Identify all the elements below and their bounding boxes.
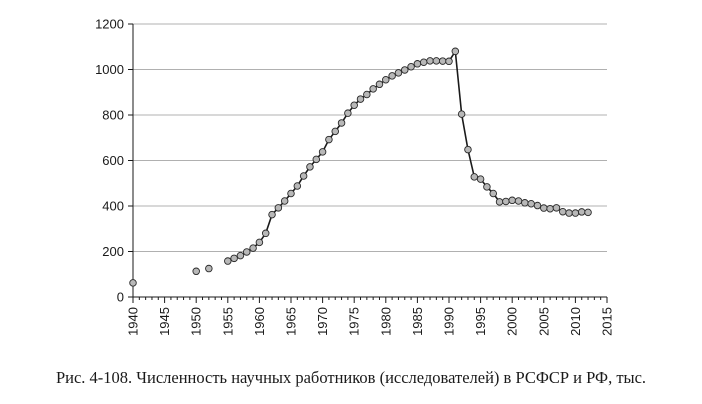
data-point-1957 <box>236 251 245 260</box>
data-point-1971 <box>325 135 333 144</box>
data-point-1940 <box>129 279 137 287</box>
y-tick-label-200: 200 <box>102 244 124 259</box>
data-point-2003 <box>527 199 535 208</box>
data-point-2010 <box>571 209 580 217</box>
data-point-2002 <box>521 199 529 207</box>
data-point-1967 <box>299 172 308 180</box>
data-point-1961 <box>261 229 270 238</box>
data-point-2007 <box>552 204 561 212</box>
data-point-1993 <box>464 145 472 154</box>
data-point-1988 <box>432 57 441 65</box>
data-point-1959 <box>249 244 257 252</box>
data-point-1972 <box>331 127 339 136</box>
y-tick-label-600: 600 <box>102 153 124 168</box>
figure-caption: Рис. 4-108. Численность научных работник… <box>55 368 647 387</box>
data-point-1950 <box>192 267 200 276</box>
data-point-1984 <box>407 63 415 71</box>
data-point-1981 <box>388 72 396 80</box>
x-tick-label-1955: 1955 <box>220 307 235 336</box>
data-point-1991 <box>451 47 460 56</box>
data-point-1958 <box>243 248 251 256</box>
data-point-1987 <box>426 57 434 65</box>
data-point-2009 <box>565 209 573 217</box>
y-tick-label-800: 800 <box>102 108 124 123</box>
x-tick-label-1950: 1950 <box>189 307 204 336</box>
data-point-1968 <box>306 163 314 171</box>
data-point-1999 <box>502 197 510 206</box>
data-point-1965 <box>287 189 295 198</box>
x-tick-label-1980: 1980 <box>378 307 393 336</box>
gridlines <box>133 23 607 252</box>
data-point-1973 <box>337 119 346 127</box>
data-point-1983 <box>401 66 409 74</box>
series-line-path <box>227 50 589 262</box>
data-point-1992 <box>457 110 466 118</box>
data-point-1982 <box>394 69 403 77</box>
series-points <box>129 47 592 287</box>
data-point-1979 <box>375 80 384 89</box>
x-tick-label-2010: 2010 <box>568 307 583 336</box>
x-tick-label-2015: 2015 <box>600 307 615 336</box>
x-tick-label-1945: 1945 <box>157 307 172 336</box>
data-point-1995 <box>476 175 485 183</box>
data-point-2000 <box>508 196 516 205</box>
data-point-1956 <box>230 254 238 263</box>
data-point-1960 <box>255 238 264 247</box>
chart: 0 200 400 600 800 1000 1200 1940 1945 1950 1955 196… <box>95 17 614 336</box>
x-tick-label-1970: 1970 <box>315 307 330 336</box>
data-point-1986 <box>419 58 428 66</box>
data-point-1955 <box>224 257 232 265</box>
axes <box>128 23 608 303</box>
data-point-1962 <box>268 210 276 219</box>
x-tick-label-1990: 1990 <box>442 307 457 336</box>
y-tick-label-1000: 1000 <box>95 62 124 77</box>
data-point-1976 <box>356 95 365 103</box>
data-point-2011 <box>577 208 586 216</box>
data-point-1970 <box>318 148 327 156</box>
data-point-1964 <box>280 197 289 205</box>
series-line <box>227 50 589 262</box>
data-point-1985 <box>413 60 422 68</box>
data-point-1975 <box>350 101 358 109</box>
data-point-1994 <box>470 173 479 181</box>
x-tick-label-1940: 1940 <box>126 307 141 336</box>
x-tick-label-2005: 2005 <box>536 307 551 336</box>
x-tick-label-1985: 1985 <box>410 307 425 336</box>
data-point-1998 <box>495 198 504 206</box>
y-tick-label-1200: 1200 <box>95 17 124 32</box>
data-point-2004 <box>533 201 542 210</box>
data-point-1977 <box>363 90 371 99</box>
y-tick-label-400: 400 <box>102 199 124 214</box>
data-point-1980 <box>382 75 390 84</box>
data-point-1966 <box>293 182 302 190</box>
data-point-2005 <box>540 204 548 212</box>
data-point-1963 <box>274 204 283 212</box>
x-tick-label-1995: 1995 <box>473 307 488 336</box>
data-point-2001 <box>514 197 523 205</box>
data-point-1996 <box>483 183 491 191</box>
data-point-1974 <box>344 109 352 117</box>
data-point-1952 <box>205 264 213 273</box>
x-tick-label-1965: 1965 <box>284 307 299 336</box>
data-point-2006 <box>546 204 554 213</box>
data-point-1969 <box>312 155 321 164</box>
x-tick-label-1975: 1975 <box>347 307 362 336</box>
x-tick-label-2000: 2000 <box>505 307 520 336</box>
data-point-2008 <box>559 207 567 216</box>
y-tick-label-0: 0 <box>117 290 124 305</box>
data-point-1989 <box>438 57 447 65</box>
data-point-1978 <box>369 85 377 93</box>
data-point-1990 <box>445 57 453 66</box>
data-point-1997 <box>489 189 497 198</box>
x-tick-label-1960: 1960 <box>252 307 267 336</box>
data-point-2012 <box>584 208 592 217</box>
tick-labels: 0 200 400 600 800 1000 1200 1940 1945 1950 1955 196… <box>95 17 614 336</box>
